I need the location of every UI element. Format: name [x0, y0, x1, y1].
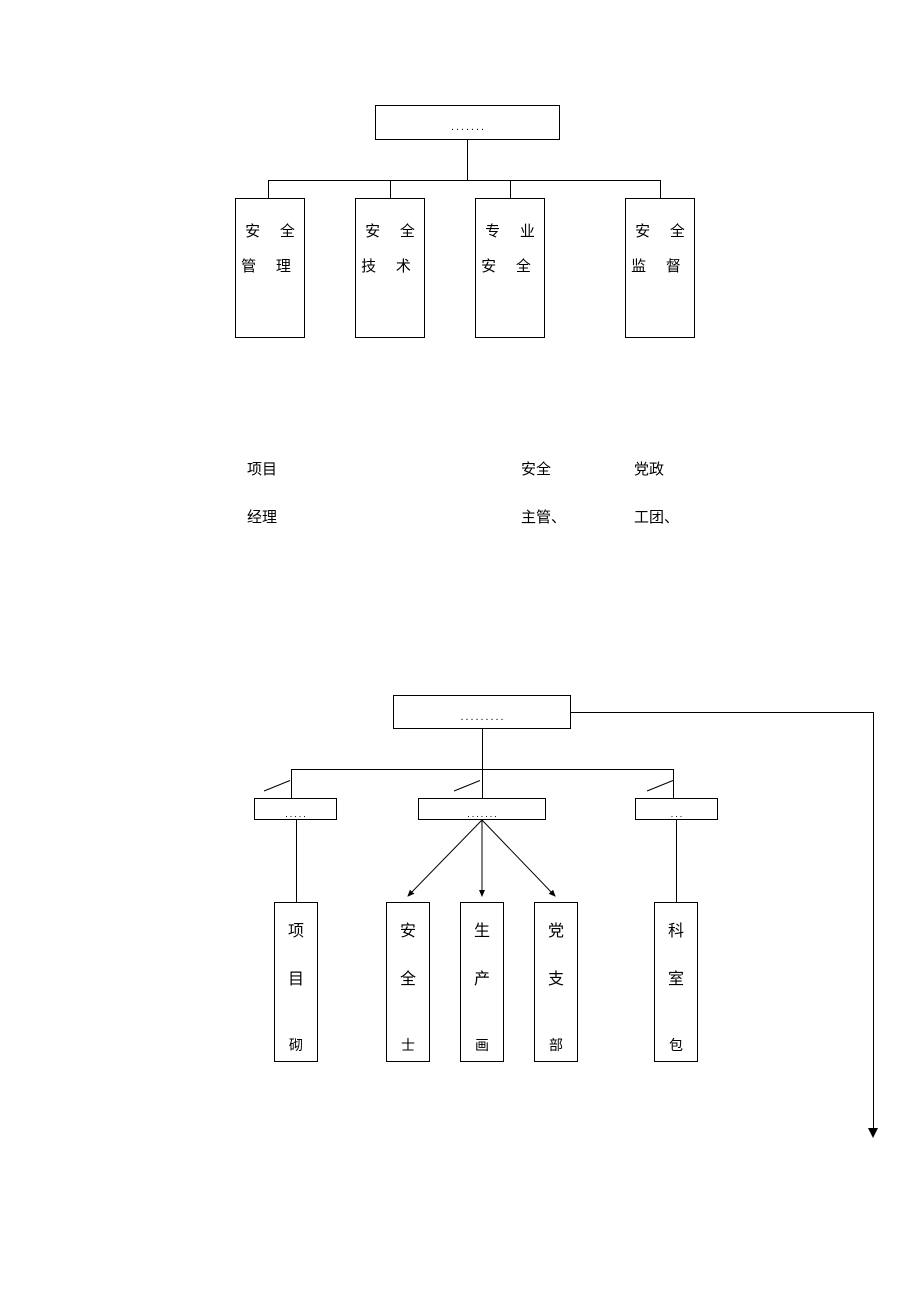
c2-farright-v	[873, 712, 874, 1132]
c2-leaf-3: 党 支 部	[534, 902, 578, 1062]
c1-root-drop	[467, 140, 468, 180]
c2-mid-drop-1	[482, 769, 483, 798]
free-text-r2-c2: 工团、	[634, 506, 679, 527]
c1-drop-2	[510, 180, 511, 198]
c2-leaf-2-c2: 画	[475, 1035, 489, 1055]
c2-farright-h	[571, 712, 873, 713]
c1-child-1-label: 安 全 技 术	[356, 199, 424, 284]
c2-leaf-0-c2: 砌	[289, 1035, 303, 1055]
c2-leaf-4-c1: 室	[668, 965, 684, 989]
c2-mid-0-label: . . . . .	[285, 809, 305, 819]
c1-child-3: 安 全 监 督	[625, 198, 695, 338]
c2-leaf-1: 安 全 士	[386, 902, 430, 1062]
free-text-r2-c1: 主管、	[521, 506, 566, 527]
c2-root-box: . . . . . . . . .	[393, 695, 571, 729]
c1-child-3-label: 安 全 监 督	[626, 199, 694, 284]
c2-mid-1-label: . . . . . . .	[467, 809, 496, 819]
c2-leaf-4-c2: 包	[669, 1035, 683, 1055]
c2-right-leaf-line	[676, 820, 677, 902]
c1-hbar	[268, 180, 660, 181]
c1-child-2-label: 专 业 安 全	[476, 199, 544, 284]
c2-leaf-0: 项 目 砌	[274, 902, 318, 1062]
c2-leaf-1-c0: 安	[400, 917, 416, 941]
c2-leaf-3-c0: 党	[548, 917, 564, 941]
c1-root-label: . . . . . . .	[451, 122, 484, 133]
c1-drop-3	[660, 180, 661, 198]
c2-leaf-1-c2: 士	[401, 1035, 415, 1055]
c2-slash-1	[454, 780, 480, 791]
c1-child-1: 安 全 技 术	[355, 198, 425, 338]
c1-child-0-label: 安 全 管 理	[236, 199, 304, 284]
free-text-r1-c0: 项目	[247, 458, 277, 479]
c2-leaf-2: 生 产 画	[460, 902, 504, 1062]
c2-mid-0: . . . . .	[254, 798, 337, 820]
c2-left-leaf-line	[296, 820, 297, 902]
c2-leaf-2-c1: 产	[474, 965, 490, 989]
c2-mid-2: . . .	[635, 798, 718, 820]
c2-leaf-1-c1: 全	[400, 965, 416, 989]
c2-mid-drop-0	[291, 769, 292, 798]
c1-drop-1	[390, 180, 391, 198]
c2-leaf-0-c0: 项	[288, 917, 304, 941]
c2-mid-1: . . . . . . .	[418, 798, 546, 820]
c2-mid-2-label: . . .	[671, 809, 682, 819]
free-text-r1-c2: 党政	[634, 458, 664, 479]
c2-farright-arrowhead	[868, 1128, 878, 1138]
c2-leaf-3-c1: 支	[548, 965, 564, 989]
c1-drop-0	[268, 180, 269, 198]
c2-slash-2	[647, 780, 673, 791]
c2-slash-0	[264, 780, 290, 791]
c1-child-0: 安 全 管 理	[235, 198, 305, 338]
free-text-r2-c0: 经理	[247, 506, 277, 527]
c2-root-drop	[482, 729, 483, 769]
c2-mid-drop-2	[673, 769, 674, 798]
c2-root-label: . . . . . . . . .	[461, 712, 504, 723]
c2-leaf-0-c1: 目	[288, 965, 304, 989]
c1-child-2: 专 业 安 全	[475, 198, 545, 338]
c2-leaf-3-c2: 部	[549, 1035, 563, 1055]
free-text-r1-c1: 安全	[521, 458, 551, 479]
c2-leaf-4: 科 室 包	[654, 902, 698, 1062]
c2-leaf-2-c0: 生	[474, 917, 490, 941]
c2-leaf-4-c0: 科	[668, 917, 684, 941]
c1-root-box: . . . . . . .	[375, 105, 560, 140]
c2-fan-arrows	[380, 820, 580, 902]
